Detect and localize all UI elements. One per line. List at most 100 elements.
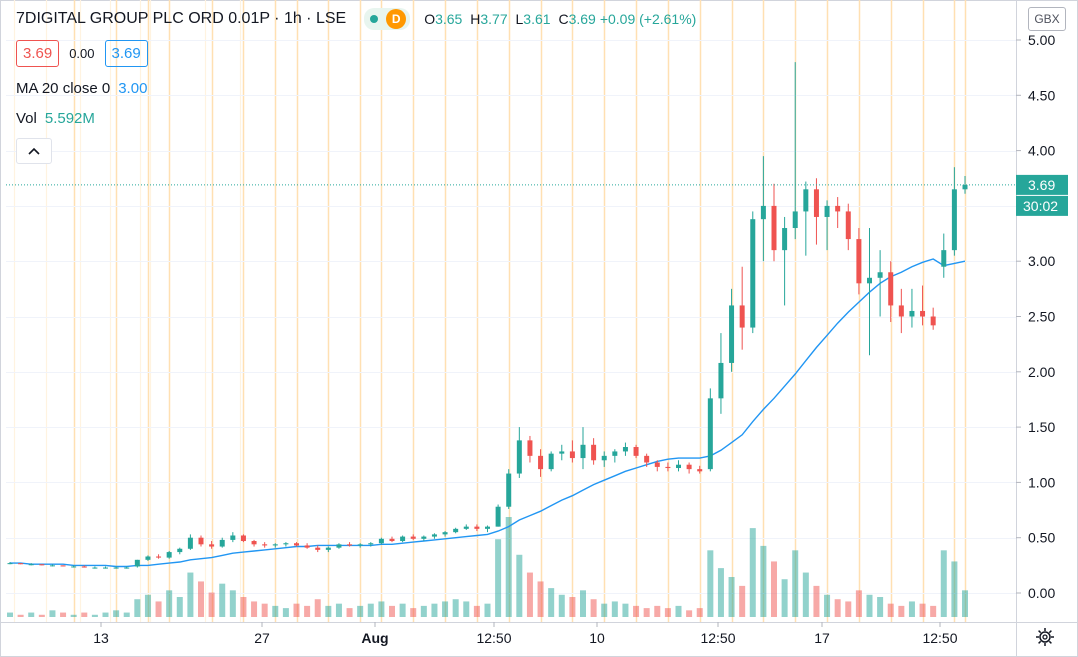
- candle-body[interactable]: [39, 564, 45, 566]
- candle-body[interactable]: [60, 565, 66, 567]
- candle-body[interactable]: [782, 228, 788, 251]
- candle-body[interactable]: [644, 455, 650, 463]
- candle-body[interactable]: [18, 563, 24, 565]
- candle-body[interactable]: [877, 272, 883, 278]
- candle-body[interactable]: [103, 567, 108, 569]
- collapse-legend-button[interactable]: [16, 138, 52, 164]
- candle-body[interactable]: [951, 189, 957, 251]
- candle-body[interactable]: [676, 464, 681, 469]
- candle-body[interactable]: [898, 305, 904, 317]
- candle-body[interactable]: [325, 547, 331, 550]
- candle-body[interactable]: [835, 205, 841, 212]
- candle-body[interactable]: [474, 526, 480, 529]
- candle-body[interactable]: [198, 537, 204, 545]
- candle-body[interactable]: [400, 536, 406, 542]
- candle-body[interactable]: [888, 272, 894, 306]
- candle-body[interactable]: [145, 556, 151, 560]
- candle-body[interactable]: [930, 316, 936, 326]
- symbol-title[interactable]: 7DIGITAL GROUP PLC ORD 0.01P · 1h · LSE: [16, 10, 347, 27]
- candle-body[interactable]: [845, 211, 851, 240]
- candle-body[interactable]: [442, 532, 448, 535]
- candle-body[interactable]: [304, 545, 310, 548]
- candle-body[interactable]: [251, 541, 257, 545]
- candle-body[interactable]: [389, 538, 395, 542]
- candle-body[interactable]: [569, 451, 575, 459]
- candle-body[interactable]: [559, 451, 565, 454]
- candle-body[interactable]: [71, 566, 77, 568]
- candle-body[interactable]: [336, 544, 342, 548]
- candle-body[interactable]: [665, 466, 671, 469]
- candle-body[interactable]: [580, 444, 586, 459]
- candle-body[interactable]: [113, 567, 119, 569]
- candle-body[interactable]: [124, 567, 130, 569]
- candle-body[interactable]: [230, 535, 236, 540]
- candle-body[interactable]: [729, 305, 735, 363]
- candle-body[interactable]: [760, 205, 766, 220]
- candle-body[interactable]: [315, 547, 321, 550]
- candle-body[interactable]: [156, 556, 162, 558]
- candle-body[interactable]: [548, 453, 554, 470]
- candle-body[interactable]: [697, 469, 703, 472]
- candle-body[interactable]: [718, 362, 724, 399]
- chart-settings-button[interactable]: [1034, 626, 1056, 648]
- candle-body[interactable]: [177, 548, 183, 553]
- candle-body[interactable]: [506, 473, 512, 507]
- candle-body[interactable]: [856, 239, 862, 284]
- candle-body[interactable]: [187, 537, 193, 549]
- candle-body[interactable]: [633, 447, 639, 456]
- candle-body[interactable]: [654, 462, 660, 467]
- candle-body[interactable]: [294, 543, 299, 546]
- candle-body[interactable]: [909, 310, 915, 317]
- buy-price-button[interactable]: 3.69: [104, 40, 148, 67]
- candle-body[interactable]: [431, 534, 437, 537]
- candle-body[interactable]: [453, 528, 459, 533]
- candle-body[interactable]: [739, 305, 745, 328]
- candle-body[interactable]: [538, 455, 544, 470]
- candle-body[interactable]: [813, 189, 819, 217]
- candle-body[interactable]: [707, 398, 713, 470]
- currency-label[interactable]: GBX: [1028, 7, 1066, 31]
- candle-body[interactable]: [28, 564, 34, 566]
- candle-body[interactable]: [962, 184, 968, 190]
- candle-body[interactable]: [867, 277, 872, 284]
- candle-body[interactable]: [209, 544, 215, 547]
- candle-body[interactable]: [686, 464, 692, 470]
- candle-body[interactable]: [485, 526, 490, 529]
- candle-body[interactable]: [92, 567, 98, 569]
- candle-body[interactable]: [527, 440, 533, 456]
- candle-body[interactable]: [368, 543, 374, 545]
- candle-body[interactable]: [272, 544, 278, 546]
- candle-body[interactable]: [166, 552, 172, 558]
- candle-body[interactable]: [601, 455, 607, 461]
- candle-body[interactable]: [240, 535, 246, 542]
- candle-body[interactable]: [81, 566, 87, 568]
- candle-body[interactable]: [378, 538, 384, 544]
- market-status-badge[interactable]: D: [364, 8, 411, 30]
- candle-body[interactable]: [49, 565, 55, 567]
- candle-body[interactable]: [803, 189, 809, 212]
- candle-body[interactable]: [792, 211, 798, 229]
- candle-body[interactable]: [410, 536, 416, 539]
- candle-body[interactable]: [591, 444, 597, 461]
- candle-body[interactable]: [7, 563, 13, 565]
- candle-body[interactable]: [262, 544, 268, 546]
- candle-body[interactable]: [347, 544, 353, 546]
- candle-body[interactable]: [516, 440, 522, 474]
- candle-body[interactable]: [134, 559, 140, 567]
- candle-body[interactable]: [824, 205, 830, 217]
- candle-body[interactable]: [941, 250, 947, 267]
- candle-body[interactable]: [920, 310, 926, 317]
- volume-legend-row[interactable]: Vol 5.592M: [16, 110, 95, 127]
- candle-body[interactable]: [421, 536, 427, 539]
- candle-body[interactable]: [612, 451, 618, 456]
- candle-body[interactable]: [495, 506, 501, 527]
- candle-body[interactable]: [219, 539, 225, 547]
- candle-body[interactable]: [357, 544, 363, 546]
- sell-price-button[interactable]: 3.69: [16, 40, 60, 67]
- candle-body[interactable]: [463, 526, 469, 529]
- candle-body[interactable]: [622, 447, 628, 452]
- candle-body[interactable]: [750, 219, 756, 328]
- ma-legend-row[interactable]: MA 20 close 0 3.00: [16, 80, 147, 97]
- candle-body[interactable]: [283, 543, 289, 545]
